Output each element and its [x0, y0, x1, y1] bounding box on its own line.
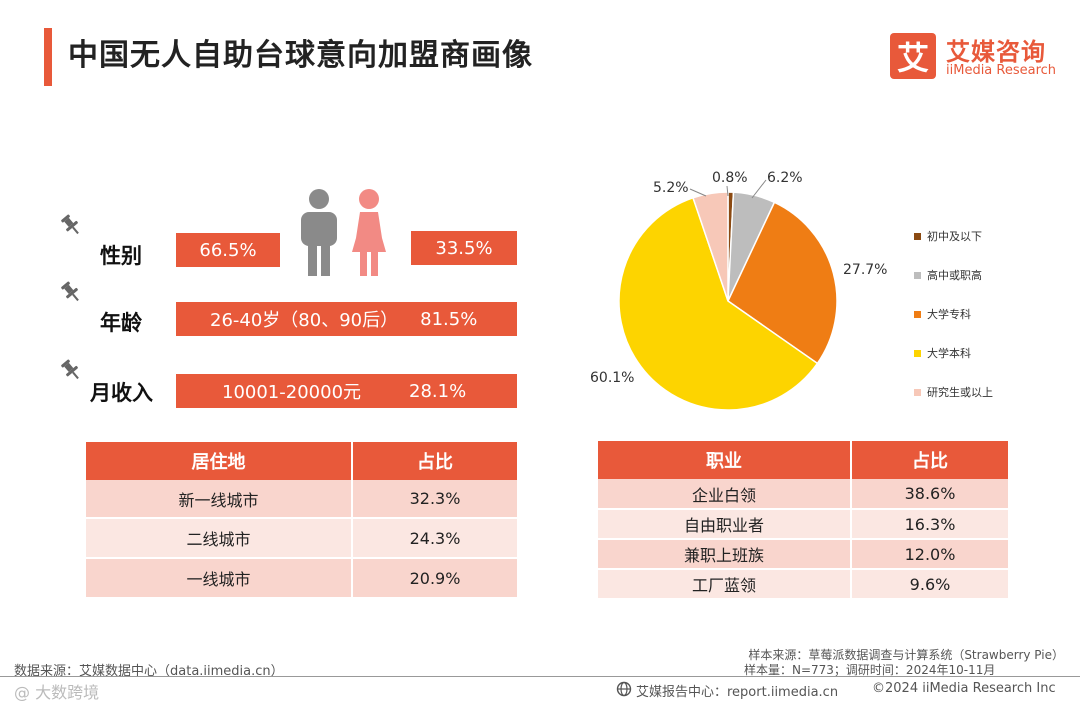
occupation-table: 职业 占比 企业白领 38.6% 自由职业者 16.3% 兼职上班族 12.0% 工厂…	[598, 441, 1008, 600]
table-cell: 兼职上班族	[598, 539, 852, 570]
data-source: 数据来源：艾媒数据中心（data.iimedia.cn）	[14, 664, 284, 679]
legend-item: 初中及以下	[914, 228, 982, 244]
table-cell: 自由职业者	[598, 509, 852, 540]
table-cell: 企业白领	[598, 479, 852, 510]
pie-label: 6.2%	[767, 170, 803, 186]
table-cell: 新一线城市	[86, 480, 353, 519]
female-percent: 33.5%	[435, 237, 493, 259]
copyright: ©2024 iiMedia Research Inc	[872, 681, 1056, 696]
pie-slice-4	[618, 196, 819, 411]
gender-label: 性别	[100, 244, 142, 268]
age-percent: 81.5%	[420, 308, 478, 330]
page-title: 中国无人自助台球意向加盟商画像	[68, 38, 533, 73]
report-center-link[interactable]: 艾媒报告中心：report.iimedia.cn	[636, 685, 839, 700]
legend-item: 大学本科	[914, 345, 971, 361]
table-cell: 20.9%	[352, 558, 517, 599]
legend-item: 高中或职高	[914, 267, 982, 283]
table-cell: 16.3%	[851, 509, 1008, 540]
table-cell: 24.3%	[352, 518, 517, 559]
legend-item: 大学专科	[914, 306, 971, 322]
pie-label: 27.7%	[843, 262, 888, 278]
table-cell: 32.3%	[352, 480, 517, 519]
logo-mark: 艾	[890, 33, 936, 79]
pie-label: 0.8%	[712, 170, 748, 186]
table-cell: 一线城市	[86, 558, 353, 599]
table-cell: 9.6%	[851, 569, 1008, 600]
footer-divider	[0, 676, 1080, 677]
legend-swatch	[914, 388, 921, 396]
legend-item: 研究生或以上	[914, 384, 993, 400]
watermark: @ 大数跨境	[14, 683, 100, 702]
female-figure-icon	[352, 189, 386, 276]
residence-header: 居住地	[86, 442, 353, 480]
income-label: 月收入	[90, 381, 153, 405]
table-row: 兼职上班族 12.0%	[598, 539, 1008, 570]
legend-label: 高中或职高	[927, 269, 982, 282]
pie-label: 5.2%	[653, 180, 689, 196]
age-range: 26-40岁（80、90后）	[210, 310, 399, 331]
table-row: 自由职业者 16.3%	[598, 509, 1008, 540]
male-figure-icon	[301, 189, 337, 276]
education-pie-chart	[618, 191, 838, 411]
occupation-header: 职业	[598, 441, 852, 479]
income-range: 10001-20000元	[222, 382, 362, 403]
table-row: 新一线城市 32.3%	[86, 480, 517, 519]
title-accent-bar	[44, 28, 52, 86]
pie-label: 60.1%	[590, 370, 635, 386]
male-percent: 66.5%	[199, 239, 257, 261]
table-cell: 二线城市	[86, 518, 353, 559]
age-bar: 26-40岁（80、90后） 81.5%	[176, 302, 517, 336]
table-row: 二线城市 24.3%	[86, 518, 517, 559]
pushpin-icon	[61, 359, 79, 380]
legend-label: 初中及以下	[927, 230, 982, 243]
occupation-share-header: 占比	[851, 441, 1008, 479]
legend-swatch	[914, 271, 921, 279]
table-cell: 工厂蓝领	[598, 569, 852, 600]
pushpin-icon	[61, 281, 79, 302]
residence-share-header: 占比	[352, 442, 517, 480]
age-label: 年龄	[100, 311, 142, 335]
sample-size: 样本量：N=773；调研时间：2024年10-11月	[744, 663, 996, 677]
legend-swatch	[914, 349, 921, 357]
legend-label: 研究生或以上	[927, 386, 993, 399]
logo-name-cn: 艾媒咨询	[946, 38, 1046, 66]
income-percent: 28.1%	[409, 380, 467, 402]
logo-name-en: iiMedia Research	[946, 63, 1057, 78]
male-percent-bar: 66.5%	[176, 233, 280, 267]
legend-swatch	[914, 310, 921, 318]
female-percent-bar: 33.5%	[411, 231, 517, 265]
table-row: 企业白领 38.6%	[598, 479, 1008, 510]
residence-table: 居住地 占比 新一线城市 32.3% 二线城市 24.3% 一线城市 20.9%	[86, 442, 517, 599]
globe-icon	[616, 681, 632, 697]
legend-label: 大学专科	[927, 308, 971, 321]
legend-label: 大学本科	[927, 347, 971, 360]
table-row: 一线城市 20.9%	[86, 558, 517, 599]
pushpin-icon	[61, 214, 79, 235]
table-row: 工厂蓝领 9.6%	[598, 569, 1008, 600]
income-bar: 10001-20000元 28.1%	[176, 374, 517, 408]
pie-slice-3	[727, 201, 838, 365]
table-cell: 12.0%	[851, 539, 1008, 570]
table-cell: 38.6%	[851, 479, 1008, 510]
sample-source: 样本来源：草莓派数据调查与计算系统（Strawberry Pie）	[748, 648, 1064, 662]
legend-swatch	[914, 232, 921, 240]
